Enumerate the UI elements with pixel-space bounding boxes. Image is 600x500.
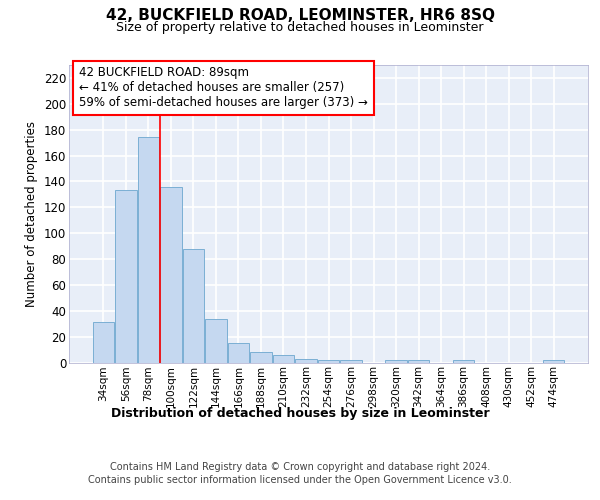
Text: Contains public sector information licensed under the Open Government Licence v3: Contains public sector information licen…: [88, 475, 512, 485]
Text: Distribution of detached houses by size in Leominster: Distribution of detached houses by size …: [110, 408, 490, 420]
Bar: [318, 360, 339, 362]
Bar: [205, 318, 227, 362]
Bar: [295, 358, 317, 362]
Bar: [182, 248, 204, 362]
Bar: [543, 360, 565, 362]
Text: Contains HM Land Registry data © Crown copyright and database right 2024.: Contains HM Land Registry data © Crown c…: [110, 462, 490, 472]
Text: 42 BUCKFIELD ROAD: 89sqm
← 41% of detached houses are smaller (257)
59% of semi-: 42 BUCKFIELD ROAD: 89sqm ← 41% of detach…: [79, 66, 368, 110]
Y-axis label: Number of detached properties: Number of detached properties: [25, 120, 38, 306]
Bar: [137, 138, 159, 362]
Bar: [453, 360, 475, 362]
Bar: [385, 360, 407, 362]
Bar: [92, 322, 114, 362]
Bar: [160, 186, 182, 362]
Bar: [250, 352, 272, 362]
Bar: [340, 360, 362, 362]
Bar: [228, 343, 249, 362]
Text: 42, BUCKFIELD ROAD, LEOMINSTER, HR6 8SQ: 42, BUCKFIELD ROAD, LEOMINSTER, HR6 8SQ: [106, 8, 494, 22]
Text: Size of property relative to detached houses in Leominster: Size of property relative to detached ho…: [116, 22, 484, 35]
Bar: [115, 190, 137, 362]
Bar: [273, 354, 294, 362]
Bar: [408, 360, 429, 362]
